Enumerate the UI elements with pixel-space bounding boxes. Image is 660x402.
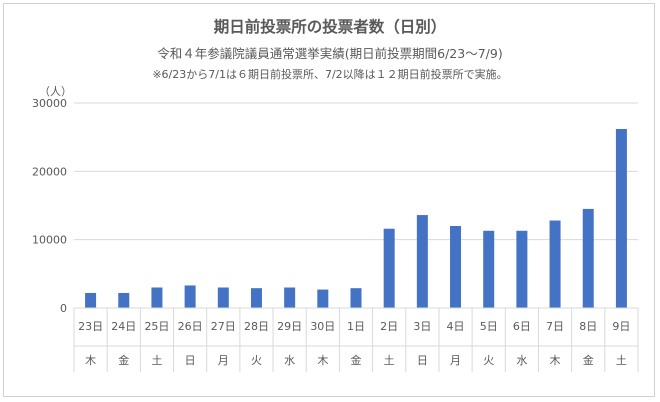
bar: [549, 220, 561, 308]
bar: [284, 287, 296, 308]
x-tick-label: 25日: [144, 320, 169, 333]
y-tick-label: 20000: [32, 165, 67, 178]
weekday-label: 火: [251, 354, 262, 367]
x-tick-label: 29日: [277, 320, 302, 333]
chart-subtitle: 令和４年参議院議員通常選挙実績(期日前投票期間6/23〜7/9): [157, 46, 503, 61]
weekday-label: 土: [151, 354, 162, 367]
y-tick-label: 0: [60, 302, 67, 315]
weekday-label: 木: [550, 354, 561, 367]
bar: [350, 288, 362, 308]
weekday-label: 日: [185, 354, 196, 367]
bar: [516, 230, 528, 308]
bar: [85, 292, 97, 308]
bar: [582, 208, 594, 308]
x-tick-label: 28日: [244, 320, 269, 333]
weekday-label: 月: [218, 354, 229, 367]
weekday-label: 日: [417, 354, 428, 367]
y-axis-unit-label: （人）: [39, 85, 72, 98]
x-tick-label: 3日: [413, 320, 431, 333]
bar: [118, 292, 130, 308]
x-tick-label: 2日: [380, 320, 398, 333]
weekday-label: 火: [483, 354, 494, 367]
chart-frame: [3, 3, 655, 397]
weekday-label: 金: [351, 353, 362, 367]
weekday-label: 月: [450, 354, 461, 367]
bar: [615, 128, 627, 308]
x-tick-label: 5日: [480, 320, 498, 333]
x-tick-label: 30日: [310, 320, 335, 333]
weekday-label: 金: [583, 353, 594, 367]
weekday-label: 水: [284, 354, 295, 367]
x-tick-label: 23日: [78, 320, 103, 333]
y-tick-label: 30000: [32, 97, 67, 110]
x-tick-label: 8日: [579, 320, 597, 333]
y-tick-label: 10000: [32, 234, 67, 247]
x-tick-label: 4日: [447, 320, 465, 333]
x-tick-label: 9日: [612, 320, 630, 333]
chart-title: 期日前投票所の投票者数（日別）: [213, 18, 447, 36]
weekday-label: 木: [317, 354, 328, 367]
bar: [483, 230, 495, 308]
chart-note: ※6/23から7/1は６期日前投票所、7/2以降は１２期日前投票所で実施。: [152, 68, 508, 81]
bar: [450, 226, 462, 308]
x-tick-label: 24日: [111, 320, 136, 333]
bar: [217, 287, 229, 308]
x-tick-label: 26日: [178, 320, 203, 333]
weekday-label: 金: [118, 353, 129, 367]
bar: [317, 289, 329, 308]
weekday-label: 土: [616, 354, 627, 367]
x-tick-label: 7日: [546, 320, 564, 333]
weekday-label: 水: [516, 354, 527, 367]
weekday-label: 土: [384, 354, 395, 367]
weekday-label: 木: [85, 354, 96, 367]
bar: [151, 287, 163, 308]
x-tick-label: 27日: [211, 320, 236, 333]
x-tick-label: 1日: [347, 320, 365, 333]
x-tick-label: 6日: [513, 320, 531, 333]
bar: [184, 285, 196, 308]
bar: [250, 288, 262, 308]
bar: [416, 215, 428, 308]
bar: [383, 228, 395, 308]
